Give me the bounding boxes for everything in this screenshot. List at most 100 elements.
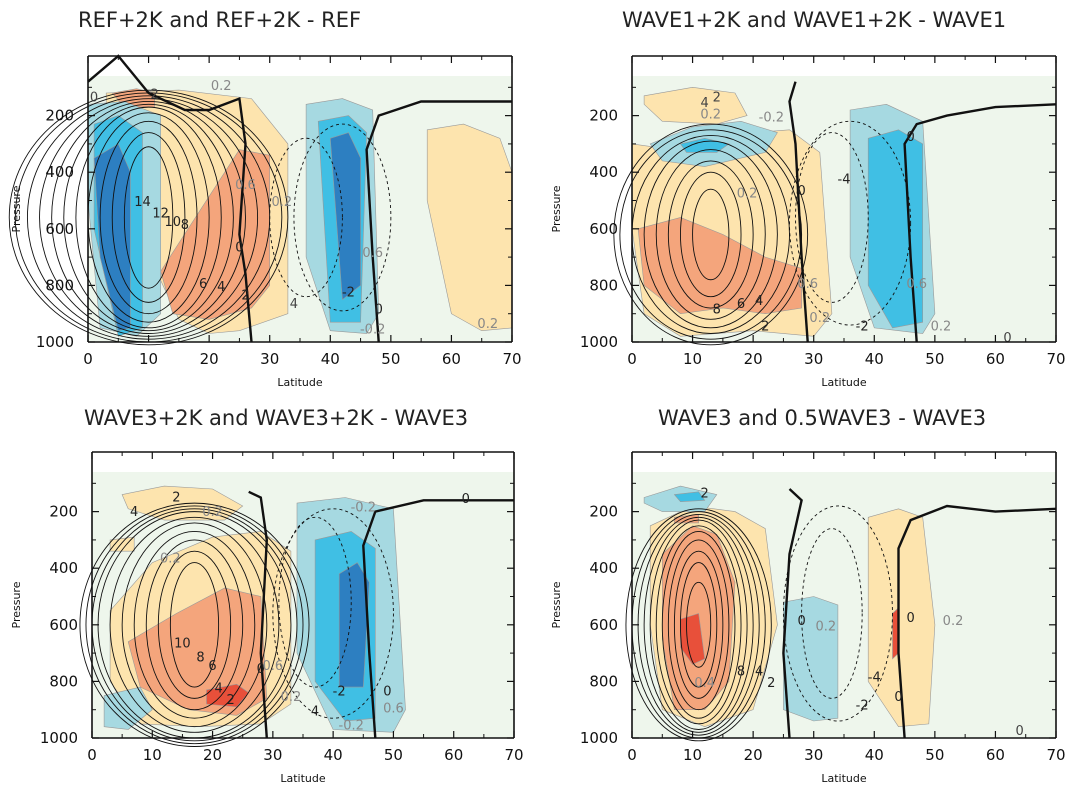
contour-label: 10	[174, 636, 191, 651]
contour-label: 6	[737, 297, 745, 312]
x-tick-label: 0	[87, 746, 97, 764]
y-axis-label: Pressure	[10, 185, 23, 232]
contour-label: 0	[797, 184, 805, 199]
contour-plot-wave3-half: 2 0 0.2 -4 0 0.2 0.4 8 4 2 -2 0 0 0 10 20 30 40 50 60 70 200 4…	[540, 396, 1069, 786]
dashed-contour-line	[272, 508, 394, 719]
contour-line	[8, 89, 289, 346]
y-axis-label: Pressure	[10, 581, 23, 628]
contour-line	[75, 106, 222, 329]
contour-label: 0	[1016, 724, 1024, 739]
x-axis-label: Latitude	[280, 772, 326, 785]
contour-label: 0.2	[943, 614, 964, 629]
contour-label: 0	[257, 662, 265, 677]
contour-line	[661, 530, 736, 719]
x-tick-label: 20	[200, 350, 219, 368]
contour-label: 8	[737, 665, 745, 680]
contour-line	[686, 581, 712, 668]
x-tick-label: 50	[925, 746, 944, 764]
contour-plot-wave3-2k: 2 4 0.2 0.2 10 8 6 4 2 0 0.6 0.2 4 -0.2 -2 0 0.6 0 -0.2 0 10…	[0, 396, 540, 786]
contour-line	[169, 562, 220, 688]
contour-label: 4	[311, 704, 319, 719]
x-tick-label: 60	[986, 746, 1005, 764]
contour-label: 0.2	[202, 505, 223, 520]
contour-line	[680, 171, 742, 298]
contour-label: 0.6	[906, 277, 927, 292]
y-tick-label: 200	[589, 107, 618, 125]
x-tick-label: 10	[683, 746, 702, 764]
contour-label: 0.6	[235, 178, 256, 193]
contour-line	[133, 530, 256, 719]
contour-line	[643, 516, 754, 733]
x-tick-label: 70	[504, 746, 523, 764]
shaded-region-negative-strong	[329, 132, 361, 301]
contour-label: 0.2	[700, 107, 721, 122]
x-tick-label: 70	[1046, 350, 1065, 368]
contour-label: -2	[856, 320, 869, 335]
y-tick-label: 1000	[40, 729, 78, 747]
y-tick-label: 600	[589, 220, 618, 238]
contour-line	[655, 525, 742, 725]
contour-label: 2	[172, 491, 180, 506]
dashed-contour-line	[795, 132, 869, 303]
dashed-contour-line	[782, 505, 893, 722]
shaded-region-negative-mid	[867, 129, 924, 329]
shaded-region-positive-weak	[643, 86, 748, 125]
contour-label: 0	[462, 492, 470, 507]
contour-label: 0	[90, 90, 98, 105]
contour-label: 4	[755, 294, 763, 309]
contour-label: 2	[150, 88, 158, 103]
y-tick-label: 1000	[36, 333, 74, 351]
contour-line	[692, 188, 730, 281]
x-tick-label: 20	[744, 746, 763, 764]
contour-line	[121, 522, 268, 728]
y-tick-label: 400	[589, 559, 618, 577]
contour-label: -4	[838, 173, 851, 188]
x-tick-label: 30	[260, 350, 279, 368]
contour-label: 8	[713, 303, 721, 318]
contour-label: 0.2	[211, 79, 232, 94]
contour-label: 0.6	[263, 659, 284, 674]
contour-label: 8	[181, 218, 189, 233]
x-tick-label: 30	[804, 746, 823, 764]
dashed-contour-line	[269, 137, 343, 298]
shaded-region-negative-mid	[673, 491, 706, 503]
y-tick-label: 1000	[580, 333, 618, 351]
contour-label: 0	[1003, 331, 1011, 346]
contour-label: -2	[856, 699, 869, 714]
x-tick-label: 50	[384, 746, 403, 764]
x-tick-label: 20	[203, 746, 222, 764]
contour-label: 2	[227, 693, 235, 708]
x-tick-label: 70	[502, 350, 521, 368]
contour-label: -4	[868, 670, 881, 685]
contour-label: 4	[701, 96, 709, 111]
x-tick-label: 40	[324, 746, 343, 764]
contour-line	[123, 146, 174, 289]
contour-label: 4	[214, 682, 222, 697]
y-tick-label: 800	[49, 672, 78, 690]
contour-label: 2	[767, 676, 775, 691]
x-axis-label: Latitude	[277, 376, 323, 389]
zero-contour-line	[788, 81, 809, 343]
y-tick-label: 1000	[580, 729, 618, 747]
y-tick-label: 600	[49, 616, 78, 634]
contour-label: 0.4	[694, 676, 715, 691]
y-tick-label: 600	[45, 220, 74, 238]
contour-label: 10	[165, 215, 182, 230]
dashed-contour-line	[293, 123, 392, 312]
contour-label: 0	[906, 130, 914, 145]
contour-label: 2	[701, 486, 709, 501]
contour-label: 0	[383, 685, 391, 700]
x-tick-label: 40	[865, 746, 884, 764]
zero-contour-line	[782, 488, 803, 739]
x-axis-label: Latitude	[821, 772, 867, 785]
contour-label: -2	[342, 286, 355, 301]
contour-label: 0.2	[477, 317, 498, 332]
x-tick-label: 60	[986, 350, 1005, 368]
contour-label: 0	[235, 240, 243, 255]
dashed-contour-line	[789, 120, 912, 326]
contour-label: -0.2	[339, 719, 364, 734]
y-tick-label: 400	[589, 163, 618, 181]
x-tick-label: 40	[321, 350, 340, 368]
